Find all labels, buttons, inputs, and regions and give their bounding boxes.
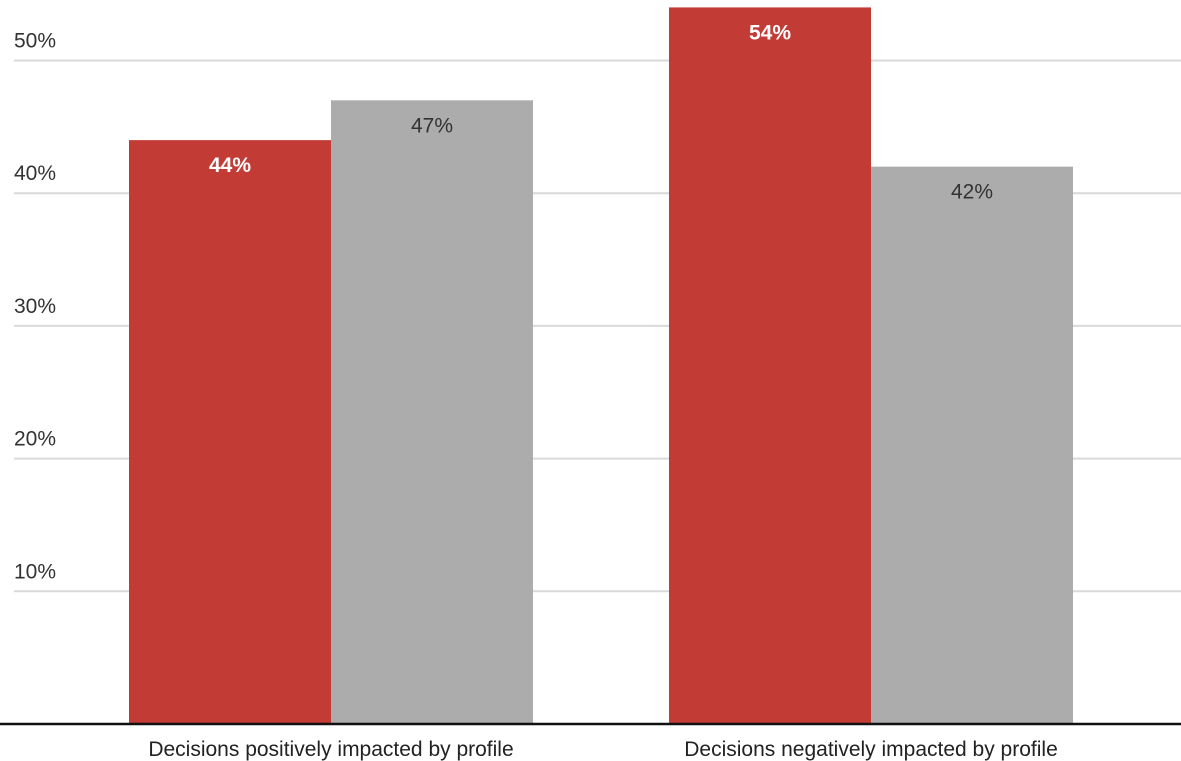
bar-series1-negatively	[871, 166, 1073, 724]
bar-value-label: 42%	[951, 181, 993, 204]
bar-series1-positively	[331, 100, 533, 724]
bar-series0-negatively	[669, 7, 871, 725]
y-tick-label: 40%	[14, 162, 56, 185]
y-axis-ticks: 10% 20% 30% 40% 50%	[14, 30, 56, 584]
bar-value-label: 44%	[209, 154, 251, 177]
bar-series0-positively	[129, 140, 331, 724]
y-tick-label: 20%	[14, 428, 56, 451]
x-category-label: Decisions negatively impacted by profile	[684, 738, 1058, 761]
bars	[129, 7, 1073, 725]
x-category-label: Decisions positively impacted by profile	[148, 738, 513, 761]
y-tick-label: 50%	[14, 30, 56, 53]
bar-value-label: 47%	[411, 114, 453, 137]
y-tick-label: 30%	[14, 295, 56, 318]
x-axis-categories: Decisions positively impacted by profile…	[148, 738, 1057, 761]
bar-value-label: 54%	[749, 21, 791, 44]
bar-value-labels: 44% 54% 47% 42%	[209, 21, 993, 203]
y-tick-label: 10%	[14, 560, 56, 583]
